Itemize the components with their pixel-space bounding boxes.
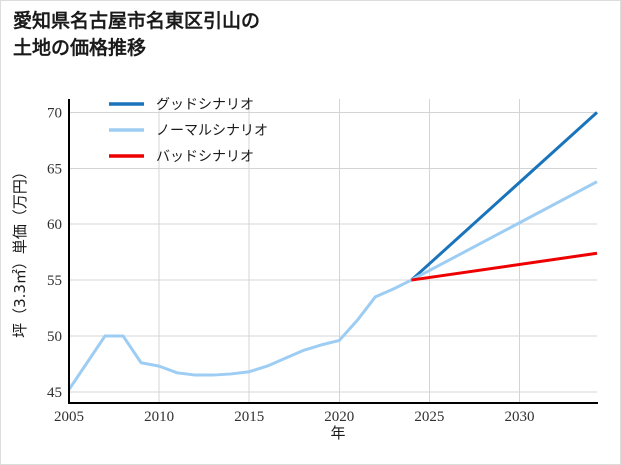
x-axis-title: 年	[330, 424, 345, 442]
x-tick-label: 2005	[54, 409, 84, 425]
data-line	[411, 251, 598, 282]
y-tick-label: 70	[47, 105, 62, 121]
legend-label: バッドシナリオ	[156, 149, 254, 165]
data-series-group	[67, 111, 599, 391]
x-tick-label: 2025	[414, 409, 444, 425]
x-tick-labels-group: 2005 2010 2015 2020 2025 2030	[54, 409, 535, 425]
data-line	[67, 180, 598, 391]
y-tick-label: 45	[47, 385, 62, 401]
legend-label: ノーマルシナリオ	[156, 123, 268, 139]
y-tick-label: 55	[47, 273, 62, 289]
y-axis-title: 坪（3.3㎡）単価（万円）	[11, 164, 29, 338]
x-tick-label: 2020	[324, 409, 354, 425]
y-tick-label: 60	[47, 217, 62, 233]
y-tick-label: 65	[47, 161, 62, 177]
page-title: 愛知県名古屋市名東区引山の 土地の価格推移	[13, 11, 261, 59]
x-tick-label: 2010	[144, 409, 174, 425]
y-tick-labels-group: 45 50 55 60 65 70	[47, 105, 62, 400]
axis-spines-group	[67, 99, 598, 405]
x-tick-label: 2015	[234, 409, 264, 425]
data-line	[410, 111, 599, 282]
legend-label: グッドシナリオ	[156, 97, 254, 113]
x-tick-label: 2030	[505, 409, 535, 425]
gridlines-group	[68, 99, 597, 403]
y-tick-label: 50	[47, 329, 62, 345]
